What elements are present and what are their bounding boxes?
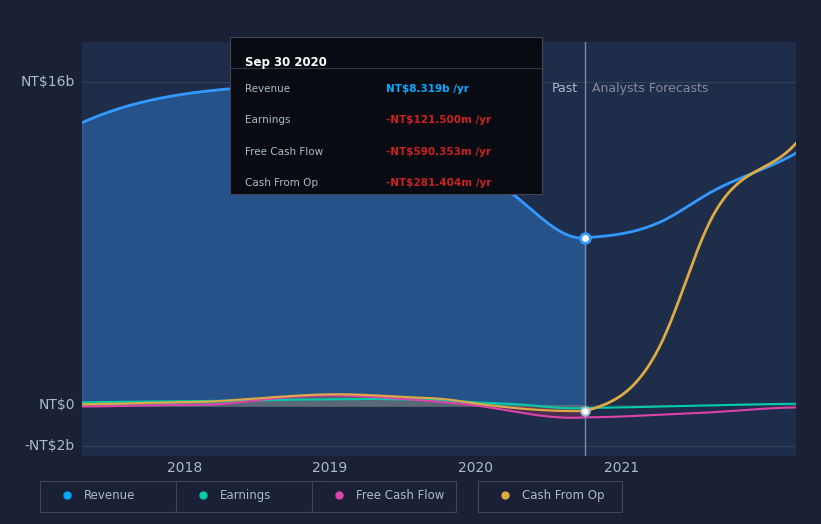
Text: NT$16b: NT$16b — [21, 75, 75, 89]
Text: Free Cash Flow: Free Cash Flow — [245, 147, 323, 157]
Text: -NT$281.404m /yr: -NT$281.404m /yr — [386, 178, 491, 188]
Text: Earnings: Earnings — [245, 115, 291, 125]
Text: Sep 30 2020: Sep 30 2020 — [245, 56, 328, 69]
Text: Free Cash Flow: Free Cash Flow — [356, 489, 444, 501]
Text: Earnings: Earnings — [220, 489, 272, 501]
Text: -NT$121.500m /yr: -NT$121.500m /yr — [386, 115, 491, 125]
Text: -NT$2b: -NT$2b — [25, 439, 75, 453]
Text: Analysts Forecasts: Analysts Forecasts — [592, 82, 709, 95]
Text: Cash From Op: Cash From Op — [245, 178, 319, 188]
Text: -NT$590.353m /yr: -NT$590.353m /yr — [386, 147, 491, 157]
Text: NT$0: NT$0 — [39, 398, 75, 412]
FancyBboxPatch shape — [177, 481, 320, 512]
Text: Revenue: Revenue — [85, 489, 135, 501]
Text: Past: Past — [552, 82, 578, 95]
Text: NT$8.319b /yr: NT$8.319b /yr — [386, 84, 469, 94]
Text: Revenue: Revenue — [245, 84, 291, 94]
FancyBboxPatch shape — [312, 481, 456, 512]
Text: Cash From Op: Cash From Op — [522, 489, 605, 501]
FancyBboxPatch shape — [479, 481, 622, 512]
FancyBboxPatch shape — [40, 481, 184, 512]
